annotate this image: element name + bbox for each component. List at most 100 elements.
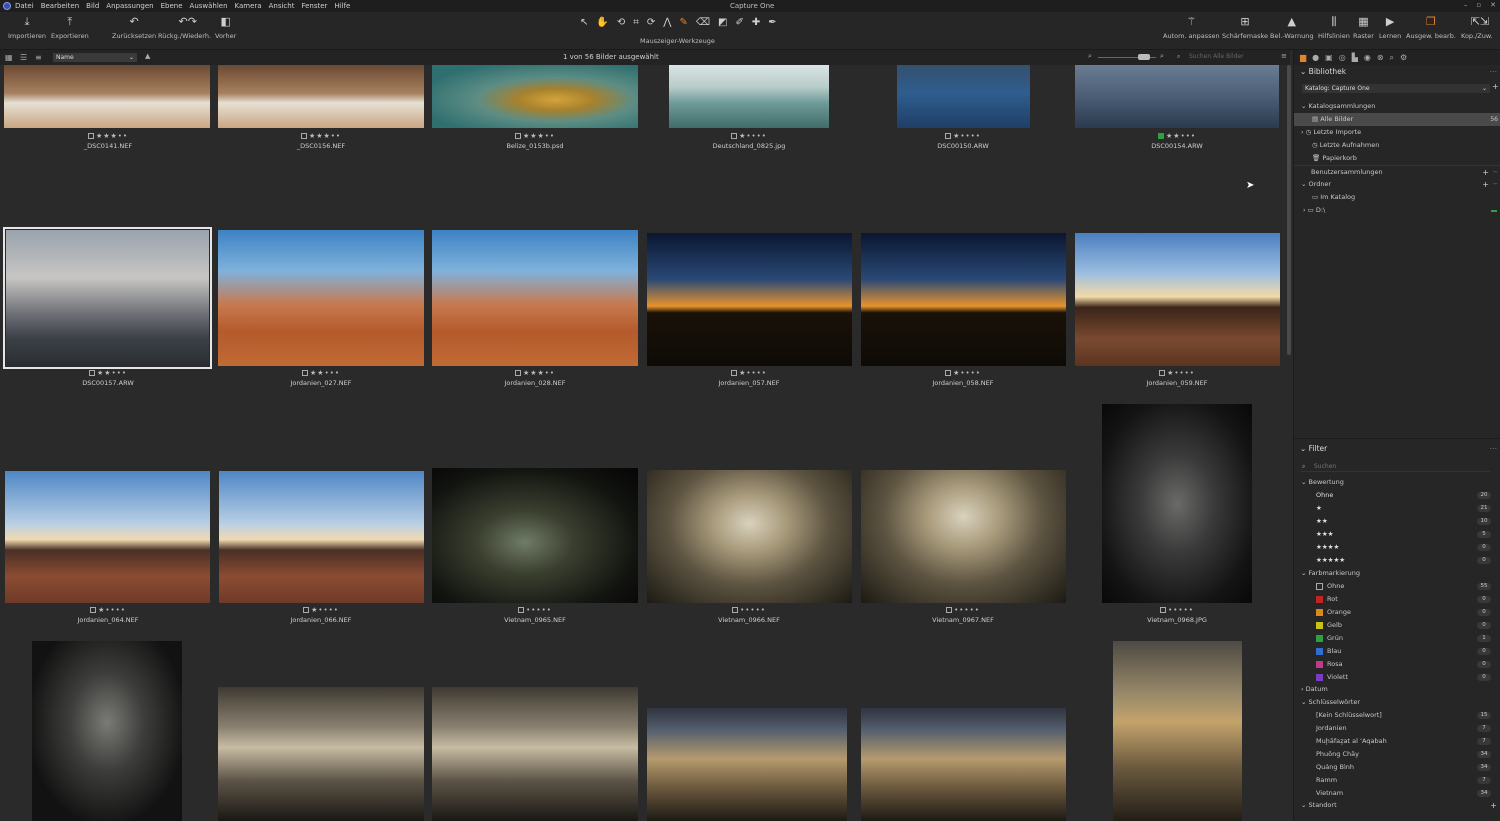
image-thumbnail[interactable] — [861, 233, 1066, 366]
collection-recent-captures[interactable]: ◷ Letzte Aufnahmen — [1312, 141, 1380, 149]
star-icon[interactable]: ★ — [953, 132, 961, 140]
library-header[interactable]: ⌄ Bibliothek ⋯ — [1300, 67, 1498, 76]
rating-filter-header[interactable]: ⌄ Bewertung — [1301, 478, 1344, 486]
star-icon[interactable]: • — [318, 606, 324, 614]
star-icon[interactable]: • — [335, 132, 342, 140]
filter-header[interactable]: ⌄ Filter ⋯ — [1300, 444, 1498, 453]
pan-icon[interactable]: ✋ — [596, 17, 609, 28]
color-tag-box[interactable] — [87, 133, 94, 139]
star-icon[interactable]: • — [960, 369, 966, 377]
brush-icon[interactable]: ✎ — [679, 17, 688, 28]
star-icon[interactable]: • — [544, 132, 550, 140]
star-icon[interactable]: • — [105, 606, 111, 614]
star-icon[interactable]: • — [329, 369, 335, 377]
color-tag-box[interactable] — [518, 607, 525, 613]
image-thumbnail[interactable] — [432, 468, 638, 603]
rating-filter-row[interactable]: Ohne 20 — [1294, 489, 1500, 502]
star-icon[interactable]: • — [1185, 132, 1191, 140]
image-thumbnail[interactable] — [647, 708, 847, 821]
gradient-icon[interactable]: ◩ — [718, 17, 728, 28]
add-icon[interactable]: + — [1490, 801, 1497, 810]
image-thumbnail[interactable] — [3, 227, 212, 369]
picker-icon[interactable]: ✒ — [768, 17, 777, 28]
image-thumbnail[interactable] — [1113, 641, 1242, 821]
star-icon[interactable]: ★ — [1166, 132, 1174, 140]
star-rating[interactable]: ★•••• — [642, 369, 856, 377]
star-rating[interactable]: ••••• — [1070, 606, 1284, 614]
remove-icon[interactable]: − — [1492, 180, 1498, 188]
star-icon[interactable]: ★ — [739, 369, 747, 377]
star-icon[interactable]: • — [1174, 369, 1180, 377]
color-tag-box[interactable] — [514, 133, 521, 139]
star-icon[interactable]: ★ — [739, 132, 747, 140]
list-view-icon[interactable]: ☰ — [20, 53, 28, 62]
more-icon[interactable]: ⋯ — [1489, 67, 1498, 76]
image-thumbnail[interactable] — [432, 65, 638, 128]
star-icon[interactable]: • — [541, 606, 547, 614]
star-icon[interactable]: • — [328, 606, 334, 614]
app-logo-icon[interactable] — [3, 2, 11, 10]
menu-ebene[interactable]: Ebene — [160, 2, 183, 10]
menu-ansicht[interactable]: Ansicht — [268, 2, 295, 10]
tab-color-icon[interactable]: ◎ — [1338, 53, 1346, 62]
star-rating[interactable]: ★•••• — [642, 132, 856, 140]
star-rating[interactable]: ★★★•• — [428, 369, 642, 377]
color-tag-box[interactable] — [302, 370, 308, 376]
more-icon[interactable]: ⋯ — [1489, 444, 1498, 453]
star-icon[interactable]: • — [333, 606, 339, 614]
star-icon[interactable]: • — [959, 606, 965, 614]
star-icon[interactable]: ★ — [95, 132, 104, 140]
star-icon[interactable]: • — [746, 369, 752, 377]
learn-button[interactable]: ▶ Lernen — [1379, 15, 1402, 41]
star-icon[interactable]: • — [761, 369, 767, 377]
star-icon[interactable]: • — [117, 132, 123, 140]
color-tag-box[interactable] — [90, 607, 97, 613]
star-icon[interactable]: ★ — [530, 132, 538, 140]
star-icon[interactable]: • — [1183, 606, 1189, 614]
keystone-icon[interactable]: ⋀ — [663, 17, 672, 28]
color-tag-box[interactable] — [1159, 370, 1166, 376]
star-icon[interactable]: • — [122, 132, 129, 140]
star-icon[interactable]: • — [751, 132, 757, 140]
rating-filter-row[interactable]: ★ 21 — [1294, 502, 1500, 515]
color-filter-row[interactable]: Rot 0 — [1294, 593, 1500, 606]
star-icon[interactable]: • — [121, 369, 127, 377]
image-thumbnail[interactable] — [32, 641, 182, 821]
folder-drive-d[interactable]: › ▭ D:\ — [1294, 204, 1500, 217]
tab-details-icon[interactable]: ⊗ — [1376, 53, 1384, 62]
star-icon[interactable]: • — [115, 606, 121, 614]
menu-bild[interactable]: Bild — [86, 2, 100, 10]
catalog-collections-header[interactable]: ⌄ Katalogsammlungen — [1301, 102, 1376, 110]
star-icon[interactable]: • — [323, 606, 329, 614]
star-icon[interactable]: • — [750, 606, 756, 614]
color-tag-box[interactable] — [89, 370, 95, 376]
keyword-filter-row[interactable]: [Kein Schlüsselwort] 15 — [1294, 709, 1500, 722]
star-icon[interactable]: • — [1190, 132, 1196, 140]
color-tag-box[interactable] — [945, 133, 952, 139]
image-thumbnail[interactable] — [5, 471, 210, 603]
color-tag-box[interactable] — [514, 370, 521, 376]
star-icon[interactable]: ★ — [311, 606, 319, 614]
keyword-filter-row[interactable]: Muḩāfaz̧at al ʻAqabah 7 — [1294, 735, 1500, 748]
crop-icon[interactable]: ⌗ — [633, 17, 639, 28]
star-rating[interactable]: ★•••• — [856, 369, 1070, 377]
image-thumbnail[interactable] — [4, 65, 210, 128]
star-icon[interactable]: ★ — [537, 132, 545, 140]
add-icon[interactable]: + — [1482, 168, 1489, 177]
exposure-warning-button[interactable]: ▲ Bel.-Warnung — [1270, 15, 1314, 41]
rating-filter-row[interactable]: ★★★★ 0 — [1294, 541, 1500, 554]
star-icon[interactable]: • — [120, 606, 126, 614]
eraser-icon[interactable]: ⌫ — [695, 17, 710, 28]
star-icon[interactable]: • — [969, 606, 975, 614]
add-icon[interactable]: + — [1482, 180, 1489, 189]
star-icon[interactable]: • — [531, 606, 537, 614]
star-rating[interactable]: ★•••• — [214, 606, 428, 614]
star-icon[interactable]: • — [1179, 369, 1185, 377]
browser-scrollbar[interactable] — [1286, 65, 1292, 821]
image-thumbnail[interactable] — [647, 233, 852, 366]
tab-metadata-icon[interactable]: ▣ — [1325, 53, 1333, 62]
menu-auswaehlen[interactable]: Auswählen — [189, 2, 228, 10]
star-icon[interactable]: ★ — [317, 369, 325, 377]
star-icon[interactable]: ★ — [522, 369, 531, 377]
date-filter-header[interactable]: › Datum — [1301, 685, 1328, 693]
